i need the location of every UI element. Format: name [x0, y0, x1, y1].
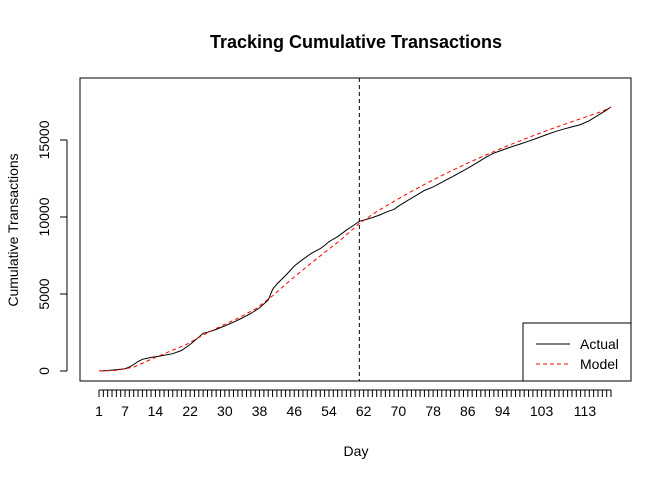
- x-axis: 1 7 14 22 30 38 46 54 62 70 78 86 94 103 113: [95, 389, 612, 419]
- x-tick-label: 103: [530, 403, 554, 419]
- y-tick-label: 10000: [36, 197, 52, 236]
- plot-layer: [98, 78, 612, 381]
- legend: Actual Model: [522, 322, 632, 382]
- y-tick-label: 15000: [36, 120, 52, 159]
- plot-frame: [79, 77, 632, 382]
- series-line-model: [98, 106, 612, 372]
- x-tick-label: 86: [460, 403, 476, 419]
- y-axis-label: Cumulative Transactions: [5, 153, 21, 306]
- series-line-actual: [98, 106, 612, 372]
- x-tick-label: 1: [95, 403, 103, 419]
- x-tick-label: 62: [356, 403, 372, 419]
- x-tick-label: 113: [574, 403, 597, 419]
- x-tick-label: 22: [182, 403, 198, 419]
- x-axis-label: Day: [344, 443, 369, 459]
- x-tick-label: 14: [148, 403, 164, 419]
- x-tick-label: 7: [121, 403, 129, 419]
- legend-actual-label: Actual: [580, 336, 619, 352]
- x-tick-label: 70: [391, 403, 407, 419]
- chart-title: Tracking Cumulative Transactions: [210, 32, 502, 52]
- legend-model-label: Model: [580, 356, 618, 372]
- x-tick-label: 78: [425, 403, 441, 419]
- x-tick-label: 94: [495, 403, 511, 419]
- y-tick-label: 5000: [36, 278, 52, 309]
- x-tick-label: 30: [217, 403, 233, 419]
- x-tick-label: 38: [252, 403, 268, 419]
- y-axis: 0 5000 10000 15000: [36, 120, 68, 375]
- y-tick-label: 0: [36, 367, 52, 375]
- x-tick-label: 54: [321, 403, 337, 419]
- x-tick-label: 46: [286, 403, 302, 419]
- legend-box: [522, 322, 632, 382]
